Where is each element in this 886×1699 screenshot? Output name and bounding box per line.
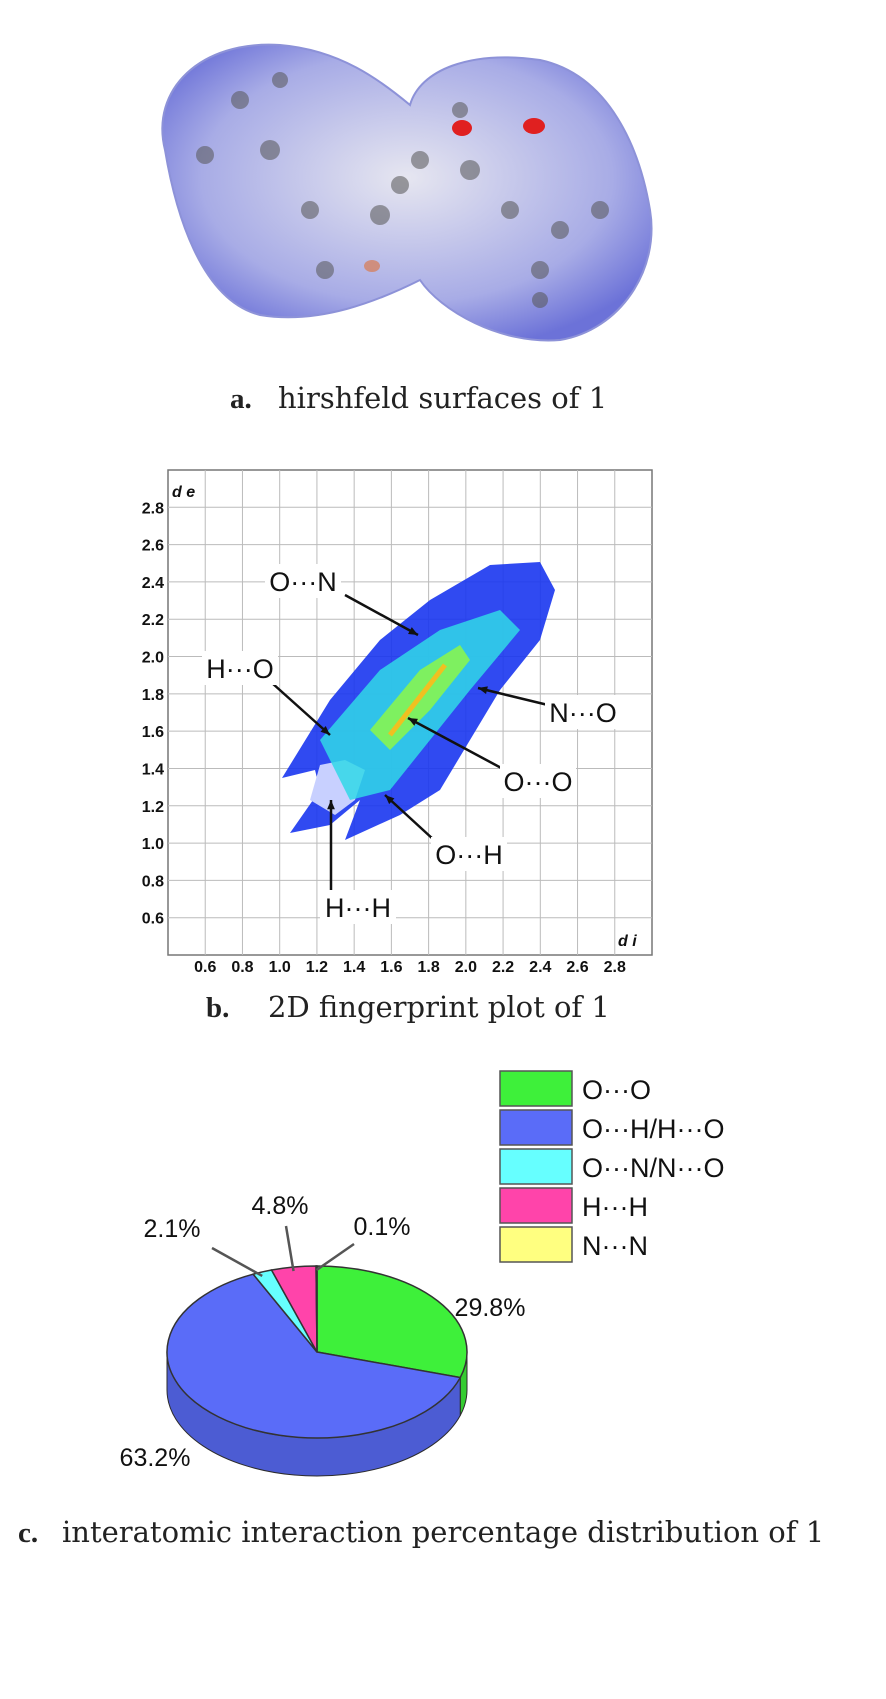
x-axis-label: d i (618, 933, 637, 950)
y-tick-label: 2.0 (142, 650, 164, 667)
arrow-head (408, 718, 418, 726)
caption-label: c. (18, 1517, 38, 1549)
caption-text: hirshfeld surfaces of 1 (278, 381, 607, 415)
arrow-head (327, 800, 335, 810)
x-tick-label: 0.8 (231, 959, 253, 976)
y-tick-label: 2.4 (142, 575, 164, 592)
annotation-bg (202, 651, 278, 685)
x-tick-label: 2.8 (604, 959, 626, 976)
x-tick-label: 1.0 (269, 959, 291, 976)
y-tick-label: 2.8 (142, 500, 164, 517)
annotation-bg (500, 764, 576, 798)
annotation: O···N (269, 567, 336, 597)
surface-image (161, 43, 653, 342)
annotation: H···O (206, 654, 273, 684)
caption-label: b. (206, 992, 229, 1024)
x-tick-label: 2.6 (566, 959, 588, 976)
pie-slice (316, 1265, 468, 1379)
annotation: O···H (435, 840, 502, 870)
x-tick-label: 2.0 (455, 959, 477, 976)
y-tick-label: 1.6 (142, 724, 164, 741)
legend-label: H···H (582, 1192, 648, 1222)
legend-label: O···N/N···O (582, 1153, 724, 1183)
y-tick-label: 1.0 (142, 836, 164, 853)
y-tick-label: 0.8 (142, 873, 164, 890)
annotation: N···O (549, 698, 616, 728)
annotation-arrow (384, 794, 435, 841)
legend-label: N···N (582, 1231, 648, 1261)
x-tick-label: 1.2 (306, 959, 328, 976)
legend-swatch (499, 1148, 573, 1185)
y-tick-label: 0.6 (142, 911, 164, 928)
legend-swatch (499, 1109, 573, 1146)
data-label: 0.1% (354, 1213, 411, 1241)
data-label: 29.8% (455, 1294, 526, 1322)
data-label: 2.1% (144, 1215, 201, 1243)
y-tick-label: 2.6 (142, 538, 164, 555)
annotation-arrow (344, 593, 419, 637)
annotation-arrow (407, 716, 506, 772)
annotation: O···O (504, 767, 573, 797)
y-axis-label: d e (172, 484, 195, 501)
caption-text: interatomic interaction percentage distr… (62, 1515, 824, 1549)
x-tick-label: 2.4 (529, 959, 551, 976)
x-tick-label: 2.2 (492, 959, 514, 976)
annotation-bg (320, 890, 396, 924)
y-tick-label: 2.2 (142, 612, 164, 629)
x-tick-label: 1.6 (380, 959, 402, 976)
x-tick-label: 0.6 (194, 959, 216, 976)
fingerprint-cloud (282, 562, 555, 840)
annotation-bg (265, 564, 341, 598)
arrow-head (385, 795, 395, 805)
y-tick-label: 1.8 (142, 687, 164, 704)
pie-slice (166, 1273, 462, 1439)
arrow-head (320, 725, 330, 735)
caption-text: 2D fingerprint plot of 1 (268, 990, 610, 1024)
annotation-arrow (271, 682, 331, 736)
legend-swatch (499, 1187, 573, 1224)
pie-slice (315, 1265, 318, 1353)
legend-swatch (499, 1226, 573, 1263)
x-tick-label: 1.4 (343, 959, 365, 976)
x-tick-label: 1.8 (417, 959, 439, 976)
legend-swatch (499, 1070, 573, 1107)
leader-line (315, 1242, 355, 1272)
data-label: 4.8% (252, 1192, 309, 1220)
caption-label: a. (230, 383, 252, 415)
leader-line (284, 1225, 295, 1272)
annotation: H···H (325, 893, 391, 923)
legend-label: O···O (582, 1075, 651, 1105)
annotation-bg (545, 695, 621, 729)
annotation-arrow (477, 686, 549, 707)
data-label: 63.2% (120, 1444, 191, 1472)
y-tick-label: 1.4 (142, 761, 164, 778)
arrow-head (478, 686, 488, 694)
legend-label: O···H/H···O (582, 1114, 724, 1144)
y-tick-label: 1.2 (142, 799, 164, 816)
annotation-bg (431, 837, 507, 871)
arrow-head (408, 627, 418, 635)
leader-line (211, 1246, 263, 1278)
